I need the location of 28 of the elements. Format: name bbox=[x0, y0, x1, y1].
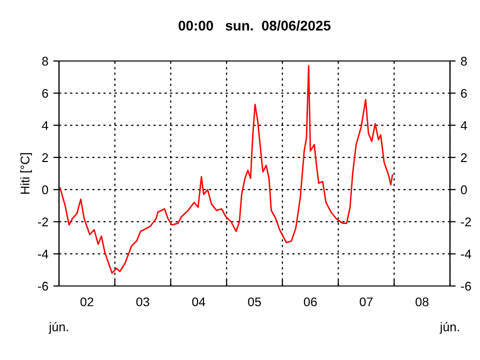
y-tick-label: -6 bbox=[38, 282, 48, 291]
y-tick-label: 0 bbox=[42, 185, 48, 194]
y-tick-label: 4 bbox=[42, 121, 48, 130]
x-tick-label: 08 bbox=[416, 297, 428, 306]
x-tick-label: 07 bbox=[360, 297, 373, 306]
x-tick-label: 02 bbox=[80, 297, 94, 306]
y2-tick-label: 0 bbox=[460, 185, 467, 194]
x-tick-label: 03 bbox=[136, 297, 150, 306]
y2-tick-label: -6 bbox=[460, 282, 471, 291]
chart-title: 00:00 sun. 08/06/2025 bbox=[178, 20, 331, 31]
y2-tick-label: 8 bbox=[460, 56, 467, 66]
y2-tick-label: 2 bbox=[461, 153, 467, 162]
x-tick-label: 04 bbox=[192, 297, 206, 306]
y2-tick-label: 6 bbox=[461, 88, 467, 98]
y-tick-label: 6 bbox=[42, 88, 48, 98]
y-tick-label: 2 bbox=[42, 153, 48, 162]
y-tick-label: -2 bbox=[38, 218, 48, 226]
y2-tick-label: 4 bbox=[460, 121, 468, 130]
y2-tick-label: -2 bbox=[460, 218, 471, 226]
x-tick-label: 06 bbox=[304, 297, 317, 306]
line-series bbox=[59, 65, 394, 274]
text: jún. bbox=[48, 322, 68, 334]
x-tick-label: 05 bbox=[248, 297, 261, 306]
text: jún. bbox=[440, 322, 459, 334]
y-tick-label: -4 bbox=[38, 250, 48, 258]
y-tick-label: 8 bbox=[42, 56, 48, 66]
y-axis-title: Hiti [°C] bbox=[20, 153, 32, 194]
y2-tick-label: -4 bbox=[460, 250, 472, 258]
